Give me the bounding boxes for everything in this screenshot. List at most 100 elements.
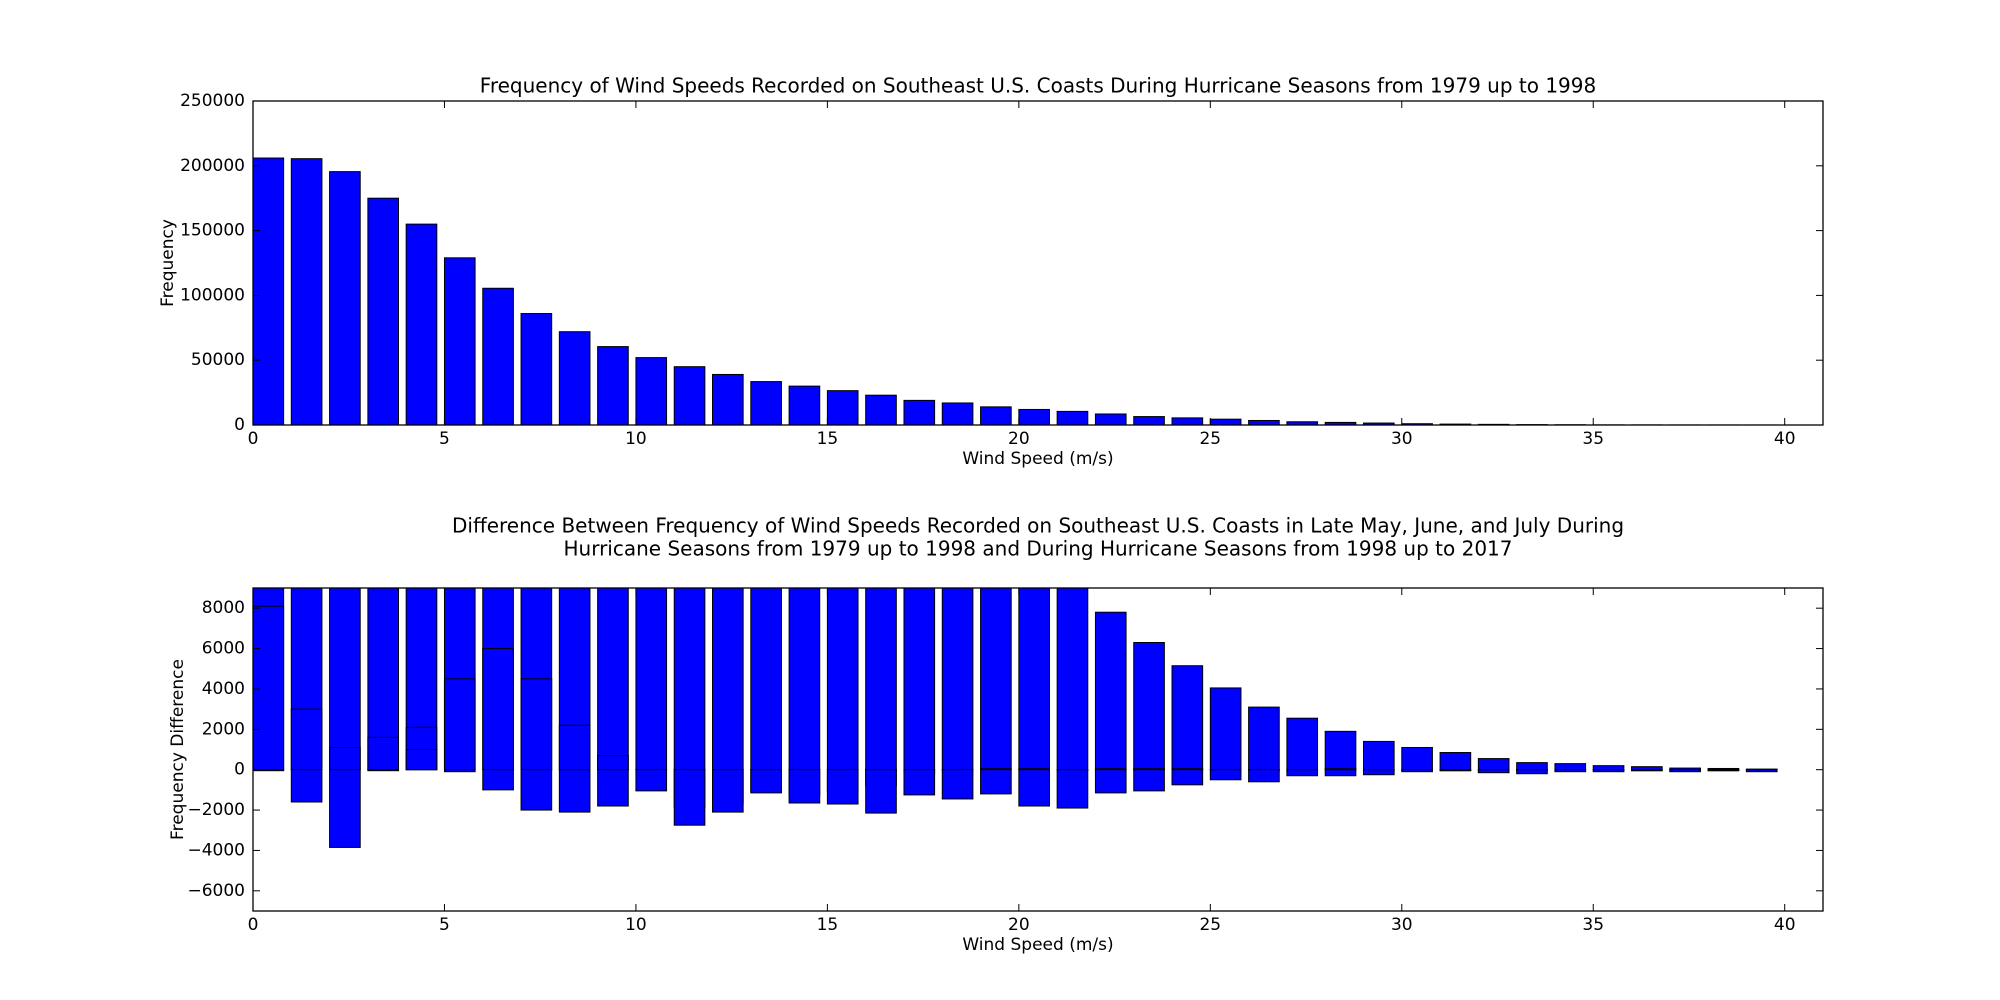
bar xyxy=(1018,588,1050,771)
y-tick-label: 250000 xyxy=(180,91,245,111)
bar xyxy=(865,588,897,771)
bar xyxy=(1248,419,1280,425)
bar xyxy=(558,724,591,771)
y-axis-label: Frequency Difference xyxy=(168,659,188,840)
bar xyxy=(520,769,553,811)
bar xyxy=(1477,758,1510,771)
bar xyxy=(329,769,361,848)
x-tick-label: 35 xyxy=(1582,915,1604,935)
bar xyxy=(788,588,821,771)
chart-title: Frequency of Wind Speeds Recorded on Sou… xyxy=(480,74,1596,98)
bar xyxy=(1286,421,1319,425)
x-tick-label: 10 xyxy=(625,429,647,449)
x-axis-label: Wind Speed (m/s) xyxy=(962,935,1113,955)
bar xyxy=(941,402,974,425)
bar xyxy=(750,769,782,794)
x-tick-label: 25 xyxy=(1199,429,1221,449)
bar xyxy=(1209,769,1242,781)
bar xyxy=(1439,752,1472,771)
bar xyxy=(1133,769,1165,792)
y-tick-label: 8000 xyxy=(202,598,245,618)
bar xyxy=(826,390,859,425)
bar xyxy=(1554,769,1587,773)
bar xyxy=(597,755,629,771)
bar xyxy=(367,588,400,771)
chart-title: Hurricane Seasons from 1979 up to 1998 a… xyxy=(563,537,1512,561)
x-tick-label: 15 xyxy=(817,429,839,449)
bar xyxy=(329,588,361,771)
bar xyxy=(1286,717,1319,771)
y-tick-label: −6000 xyxy=(187,881,245,901)
bar xyxy=(1592,765,1625,771)
bar xyxy=(750,588,782,771)
bar xyxy=(1631,769,1663,772)
bar xyxy=(1094,769,1127,794)
y-tick-label: −4000 xyxy=(187,840,245,860)
bar xyxy=(1018,408,1050,425)
bar xyxy=(367,197,400,425)
bar xyxy=(1209,418,1242,425)
bar xyxy=(1516,762,1548,771)
y-tick-label: 100000 xyxy=(180,285,245,305)
bar xyxy=(367,769,400,772)
y-tick-label: 0 xyxy=(234,415,245,435)
bar xyxy=(290,708,323,771)
bar xyxy=(1401,746,1433,771)
bar xyxy=(1707,769,1740,772)
bar xyxy=(1401,769,1433,773)
bar xyxy=(788,385,821,425)
bar xyxy=(290,158,323,425)
bar xyxy=(1056,410,1089,425)
bar xyxy=(903,769,936,796)
bar xyxy=(1592,769,1625,773)
subplot: Frequency of Wind Speeds Recorded on Sou… xyxy=(158,74,1824,469)
chart-title: Difference Between Frequency of Wind Spe… xyxy=(452,514,1624,538)
bar xyxy=(903,399,936,425)
bars xyxy=(253,588,1778,848)
y-axis-label: Frequency xyxy=(158,219,178,307)
bar xyxy=(329,171,361,425)
bar xyxy=(1362,740,1395,771)
bar xyxy=(712,769,744,813)
bar xyxy=(865,394,897,425)
bar xyxy=(597,769,629,807)
x-tick-label: 15 xyxy=(817,915,839,935)
bar xyxy=(443,257,476,425)
bar xyxy=(520,678,553,771)
bar xyxy=(941,588,974,771)
bars xyxy=(253,157,1778,425)
bar xyxy=(1362,769,1395,776)
axes-frame xyxy=(252,587,1824,912)
bar xyxy=(673,769,706,826)
y-tick-label: 200000 xyxy=(180,156,245,176)
y-tick-label: 6000 xyxy=(202,639,245,659)
y-tick-label: 4000 xyxy=(202,679,245,699)
bar xyxy=(1248,769,1280,783)
bar xyxy=(1171,417,1204,425)
bar xyxy=(673,366,706,425)
bar xyxy=(1439,769,1472,772)
bar xyxy=(520,313,553,425)
bar xyxy=(1171,769,1204,786)
bar xyxy=(980,406,1012,425)
bar xyxy=(405,223,438,425)
y-tick-label: 50000 xyxy=(191,350,245,370)
x-tick-label: 30 xyxy=(1391,429,1413,449)
bar xyxy=(750,381,782,425)
x-tick-label: 5 xyxy=(439,429,450,449)
bar xyxy=(253,605,285,771)
bar xyxy=(1171,665,1204,771)
axes-frame xyxy=(252,100,1824,426)
bar xyxy=(1324,730,1357,771)
y-tick-label: 0 xyxy=(234,760,245,780)
bar xyxy=(1056,588,1089,771)
bar xyxy=(941,769,974,800)
bar xyxy=(712,588,744,771)
x-tick-label: 20 xyxy=(1008,429,1030,449)
bar xyxy=(405,749,438,771)
x-tick-label: 10 xyxy=(625,915,647,935)
y-tick-label: 2000 xyxy=(202,719,245,739)
x-tick-label: 35 xyxy=(1582,429,1604,449)
bar xyxy=(635,769,668,792)
